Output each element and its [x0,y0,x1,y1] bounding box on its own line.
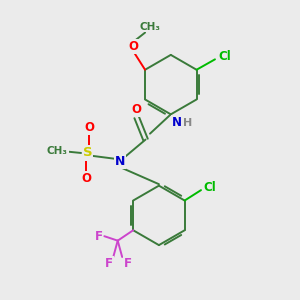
Text: Cl: Cl [218,50,231,63]
Text: F: F [124,257,131,270]
Text: O: O [129,40,139,53]
Text: O: O [132,103,142,116]
Text: S: S [83,146,92,160]
Text: H: H [183,118,193,128]
Text: F: F [94,230,102,243]
Text: O: O [84,121,94,134]
Text: N: N [115,155,125,168]
Text: CH₃: CH₃ [139,22,160,32]
Text: N: N [172,116,182,129]
Text: O: O [81,172,91,185]
Text: F: F [105,257,113,270]
Text: Cl: Cl [203,181,216,194]
Text: CH₃: CH₃ [47,146,68,157]
